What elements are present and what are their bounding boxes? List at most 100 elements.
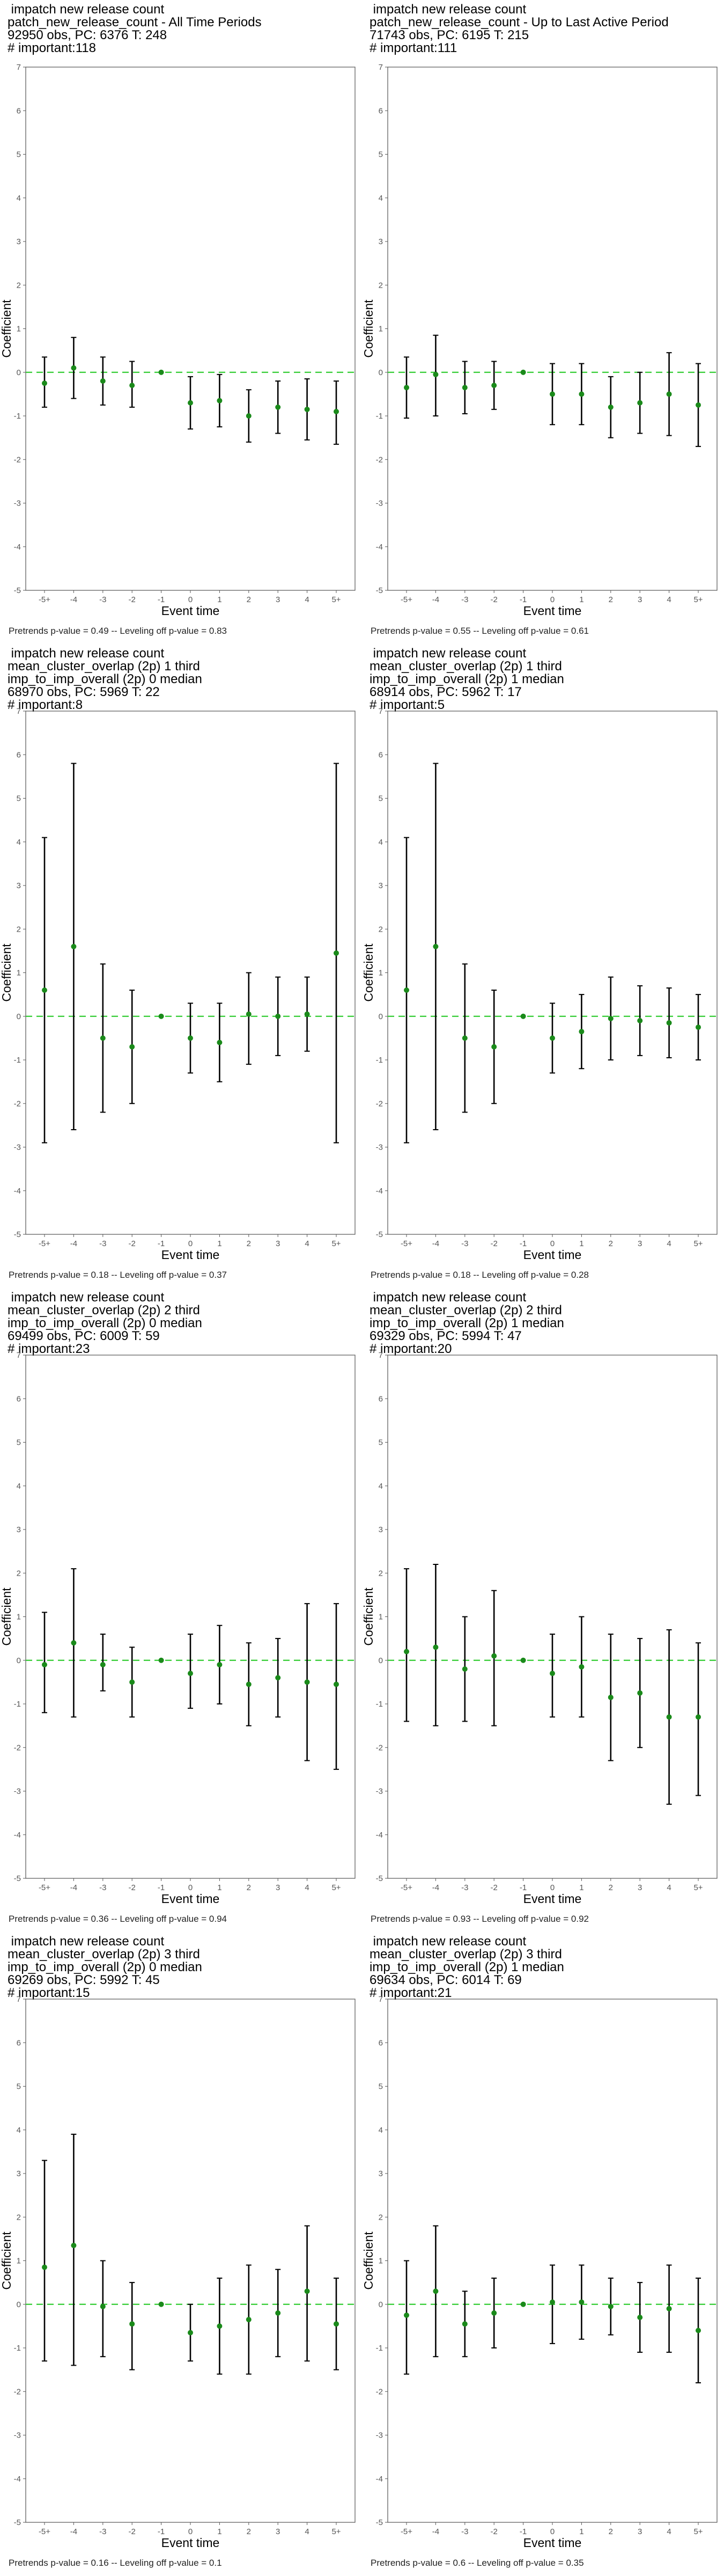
x-tick-label: -2	[129, 1239, 136, 1248]
y-tick-label: 4	[17, 194, 21, 203]
pvalue-footnote: Pretrends p-value = 0.18 -- Leveling off…	[9, 1270, 227, 1280]
coefficient-point	[491, 1044, 497, 1050]
y-tick-label: 6	[17, 2038, 21, 2047]
chart-title-line: # important:118	[8, 41, 96, 55]
coefficient-point	[129, 383, 135, 389]
y-tick-label: 3	[17, 1525, 21, 1534]
coefficient-point	[520, 1657, 526, 1663]
y-tick-label: -3	[376, 1143, 383, 1152]
coefficient-point	[246, 1681, 252, 1687]
coefficient-point	[462, 1035, 468, 1041]
x-tick-label: 3	[276, 2527, 280, 2536]
pvalue-footnote: Pretrends p-value = 0.55 -- Leveling off…	[371, 626, 589, 636]
coefficient-point	[158, 2301, 164, 2307]
y-axis-label: Coefficient	[0, 2231, 13, 2290]
chart-title-line: imp_to_imp_overall (2p) 1 median	[370, 1960, 564, 1974]
coefficient-point	[100, 1662, 106, 1667]
coefficient-point	[491, 2310, 497, 2316]
chart-title-line: mean_cluster_overlap (2p) 2 third	[8, 1303, 200, 1318]
y-tick-label: -1	[376, 1056, 383, 1065]
y-tick-label: 1	[379, 2257, 383, 2266]
y-tick-label: 4	[17, 1482, 21, 1491]
chart-title-line: 68970 obs, PC: 5969 T: 22	[8, 685, 160, 699]
chart-title-line: # important:8	[8, 698, 83, 712]
y-tick-label: -3	[376, 1787, 383, 1796]
coefficient-point	[71, 2243, 77, 2249]
y-tick-label: -2	[14, 1743, 21, 1752]
x-tick-label: 3	[638, 2527, 642, 2536]
y-tick-label: 4	[379, 194, 383, 203]
coefficient-point	[404, 385, 409, 391]
chart-title-line: 69499 obs, PC: 6009 T: 59	[8, 1329, 160, 1343]
y-tick-label: 1	[17, 325, 21, 334]
x-tick-label: 3	[638, 1883, 642, 1892]
coefficient-point	[404, 987, 409, 993]
pvalue-footnote: Pretrends p-value = 0.18 -- Leveling off…	[371, 1270, 589, 1280]
y-tick-label: 4	[379, 1482, 383, 1491]
y-tick-label: 2	[17, 1569, 21, 1578]
plot-frame	[25, 1999, 356, 2523]
x-tick-label: 1	[579, 1239, 583, 1248]
x-tick-label: -1	[520, 1883, 527, 1892]
chart-panel: impatch new release count mean_cluster_ov…	[0, 644, 362, 1288]
x-tick-label: -5+	[401, 595, 412, 604]
coefficient-point	[637, 1018, 643, 1023]
coefficient-point	[550, 1671, 555, 1677]
y-tick-label: 5	[17, 2082, 21, 2091]
x-tick-label: 4	[667, 1239, 671, 1248]
coefficient-point	[696, 2328, 701, 2333]
x-tick-label: -3	[461, 2527, 468, 2536]
coefficient-point	[100, 1035, 106, 1041]
y-axis-label: Coefficient	[361, 299, 375, 358]
x-tick-label: 3	[638, 1239, 642, 1248]
x-tick-label: 4	[305, 595, 309, 604]
x-tick-label: 1	[217, 595, 221, 604]
y-tick-label: 3	[379, 237, 383, 246]
x-tick-label: 0	[550, 1239, 555, 1248]
y-tick-label: -1	[14, 412, 21, 421]
coefficient-point	[246, 2317, 252, 2323]
coefficient-point	[304, 406, 310, 412]
chart-title-line: # important:20	[370, 1342, 452, 1356]
chart-title-line: patch_new_release_count - Up to Last Act…	[370, 15, 669, 30]
coefficient-plot: -5 -4 -3 -2 -1 0 1 2 3 4 5 6 7 -5+ -4 -3 -2 -1 0 1 2 3 4 5+ Even…	[0, 1995, 356, 2550]
x-tick-label: -4	[432, 1883, 439, 1892]
y-tick-label: -2	[14, 1099, 21, 1108]
coefficient-point	[188, 2330, 193, 2336]
chart-title-line: patch_new_release_count - All Time Perio…	[8, 15, 262, 30]
y-tick-label: -4	[14, 543, 21, 552]
y-tick-label: 6	[17, 106, 21, 115]
y-tick-label: 1	[379, 325, 383, 334]
y-tick-label: -5	[14, 2518, 21, 2527]
x-tick-label: 2	[247, 595, 251, 604]
y-tick-label: -3	[14, 1143, 21, 1152]
x-tick-label: -4	[432, 1239, 439, 1248]
x-tick-label: -3	[99, 2527, 106, 2536]
coefficient-point	[188, 1035, 193, 1041]
coefficient-point	[608, 1015, 614, 1021]
x-tick-label: -5+	[39, 1883, 50, 1892]
chart-title-line: 71743 obs, PC: 6195 T: 215	[370, 28, 529, 42]
chart-title-line: 92950 obs, PC: 6376 T: 248	[8, 28, 167, 42]
y-tick-label: -5	[14, 1230, 21, 1239]
y-tick-label: 0	[379, 1656, 383, 1665]
coefficient-point	[217, 1662, 223, 1667]
x-tick-label: 1	[217, 2527, 221, 2536]
coefficient-point	[637, 2315, 643, 2321]
chart-title: impatch new release count mean_cluster_ov…	[8, 647, 202, 712]
x-tick-label: -5+	[39, 2527, 50, 2536]
y-tick-label: 4	[379, 2126, 383, 2135]
y-tick-label: 0	[379, 2300, 383, 2309]
coefficient-point	[579, 1029, 585, 1035]
chart-title-line: # important:23	[8, 1342, 90, 1356]
coefficient-point	[275, 404, 281, 410]
chart-title-line: # important:15	[8, 1986, 90, 2000]
y-tick-label: 6	[17, 1394, 21, 1403]
y-tick-label: 5	[17, 150, 21, 159]
chart-title: impatch new release count mean_cluster_ov…	[370, 1935, 564, 2000]
y-tick-label: 6	[379, 1394, 383, 1403]
coefficient-point	[433, 1644, 439, 1650]
y-tick-label: 3	[17, 237, 21, 246]
y-axis-label: Coefficient	[0, 1587, 13, 1646]
x-tick-label: -1	[520, 2527, 527, 2536]
